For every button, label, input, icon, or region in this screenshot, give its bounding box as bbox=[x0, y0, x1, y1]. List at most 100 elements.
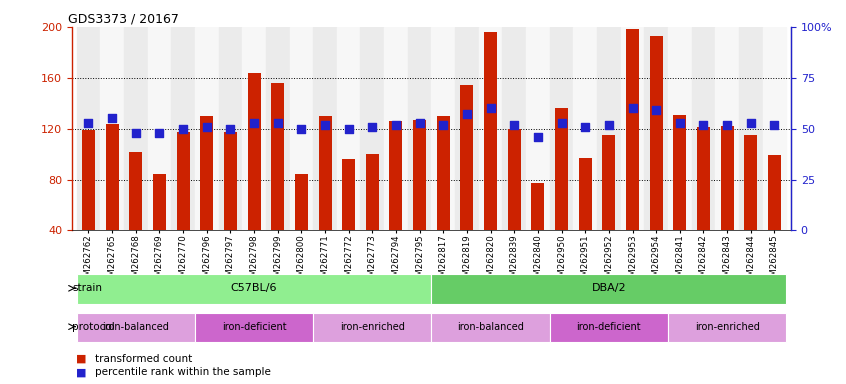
Bar bbox=[550, 313, 668, 342]
Point bbox=[389, 121, 403, 127]
Text: iron-enriched: iron-enriched bbox=[695, 322, 760, 332]
Point bbox=[152, 130, 166, 136]
Bar bbox=[697, 127, 710, 230]
Text: ■: ■ bbox=[76, 367, 86, 377]
Text: percentile rank within the sample: percentile rank within the sample bbox=[95, 367, 271, 377]
Bar bbox=[313, 27, 337, 230]
Text: protocol: protocol bbox=[73, 322, 115, 332]
Bar bbox=[484, 32, 497, 230]
Bar bbox=[242, 27, 266, 230]
Point bbox=[767, 121, 781, 127]
Bar bbox=[177, 132, 190, 230]
Point bbox=[271, 119, 284, 126]
Point bbox=[365, 124, 379, 130]
Bar bbox=[82, 130, 95, 230]
Bar bbox=[218, 27, 242, 230]
Point bbox=[176, 126, 190, 132]
Bar bbox=[739, 27, 762, 230]
Point bbox=[626, 105, 640, 111]
Bar bbox=[408, 27, 431, 230]
Bar bbox=[337, 27, 360, 230]
Bar bbox=[272, 83, 284, 230]
Bar bbox=[721, 126, 733, 230]
Bar bbox=[195, 27, 218, 230]
Bar bbox=[431, 27, 455, 230]
Point bbox=[508, 121, 521, 127]
Point bbox=[602, 121, 616, 127]
Bar bbox=[744, 135, 757, 230]
Bar bbox=[413, 120, 426, 230]
Bar bbox=[768, 156, 781, 230]
Point bbox=[106, 115, 119, 121]
Bar bbox=[460, 85, 474, 230]
Bar bbox=[195, 313, 313, 342]
Bar bbox=[531, 183, 545, 230]
Bar bbox=[342, 159, 355, 230]
Bar bbox=[101, 27, 124, 230]
Point bbox=[318, 121, 332, 127]
Bar bbox=[621, 27, 645, 230]
Bar bbox=[318, 116, 332, 230]
Bar bbox=[77, 313, 195, 342]
Point bbox=[247, 119, 261, 126]
Bar bbox=[668, 27, 692, 230]
Point bbox=[437, 121, 450, 127]
Bar bbox=[147, 27, 171, 230]
Bar bbox=[455, 27, 479, 230]
Bar bbox=[555, 108, 568, 230]
Text: iron-deficient: iron-deficient bbox=[577, 322, 641, 332]
Point bbox=[531, 134, 545, 140]
Bar bbox=[692, 27, 716, 230]
Bar bbox=[365, 154, 379, 230]
Bar bbox=[508, 129, 521, 230]
Bar bbox=[645, 27, 668, 230]
Point bbox=[697, 121, 711, 127]
Bar bbox=[479, 27, 503, 230]
Bar bbox=[77, 27, 101, 230]
Point bbox=[484, 105, 497, 111]
Bar bbox=[77, 274, 431, 304]
Text: GDS3373 / 20167: GDS3373 / 20167 bbox=[69, 13, 179, 26]
Text: strain: strain bbox=[73, 283, 102, 293]
Point bbox=[129, 130, 142, 136]
Point bbox=[650, 107, 663, 113]
Point bbox=[223, 126, 237, 132]
Bar bbox=[129, 152, 142, 230]
Bar bbox=[602, 135, 615, 230]
Point bbox=[555, 119, 569, 126]
Text: DBA/2: DBA/2 bbox=[591, 283, 626, 293]
Bar bbox=[431, 274, 786, 304]
Bar bbox=[597, 27, 621, 230]
Point bbox=[200, 124, 213, 130]
Text: C57BL/6: C57BL/6 bbox=[231, 283, 277, 293]
Point bbox=[744, 119, 757, 126]
Bar bbox=[295, 174, 308, 230]
Bar bbox=[124, 27, 147, 230]
Bar bbox=[153, 174, 166, 230]
Bar bbox=[289, 27, 313, 230]
Bar bbox=[313, 313, 431, 342]
Text: ■: ■ bbox=[76, 354, 86, 364]
Bar bbox=[668, 313, 786, 342]
Bar bbox=[201, 116, 213, 230]
Bar bbox=[579, 158, 591, 230]
Bar bbox=[360, 27, 384, 230]
Bar bbox=[224, 132, 237, 230]
Bar bbox=[389, 121, 403, 230]
Text: iron-enriched: iron-enriched bbox=[340, 322, 404, 332]
Bar bbox=[266, 27, 289, 230]
Bar bbox=[248, 73, 261, 230]
Bar bbox=[574, 27, 597, 230]
Point bbox=[460, 111, 474, 118]
Point bbox=[579, 124, 592, 130]
Text: iron-deficient: iron-deficient bbox=[222, 322, 286, 332]
Text: iron-balanced: iron-balanced bbox=[102, 322, 169, 332]
Point bbox=[82, 119, 96, 126]
Bar bbox=[503, 27, 526, 230]
Bar bbox=[437, 116, 450, 230]
Bar bbox=[384, 27, 408, 230]
Bar bbox=[626, 30, 639, 230]
Bar bbox=[550, 27, 574, 230]
Bar bbox=[762, 27, 786, 230]
Bar bbox=[650, 36, 662, 230]
